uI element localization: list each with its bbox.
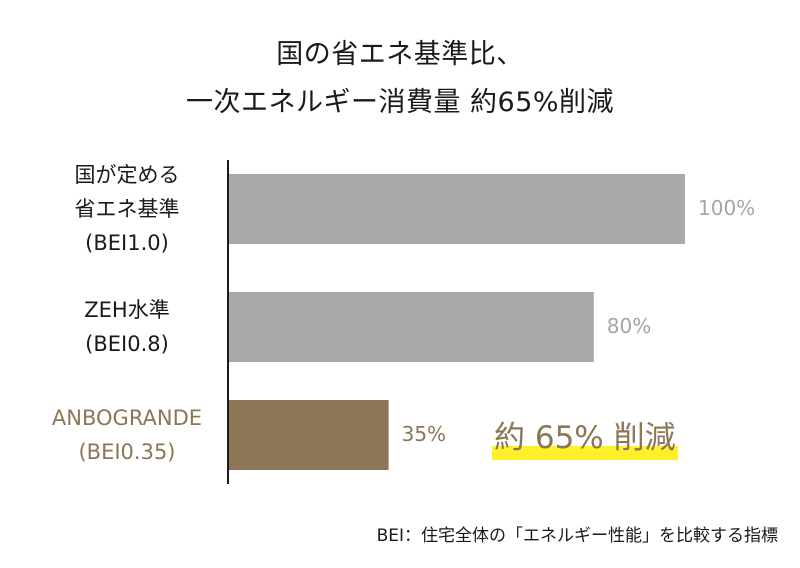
category-label-1-line-1: (BEI0.8) [85, 332, 169, 356]
value-label-0: 100% [698, 196, 756, 220]
category-label-2-line-1: (BEI0.35) [78, 440, 176, 464]
category-label-0: 国が定める省エネ基準 (BEI1.0) [32, 158, 222, 260]
chart-title-line-1: 国の省エネ基準比、 [276, 39, 524, 70]
callout-text: 約 65% 削減 [494, 420, 676, 456]
category-label-0-line-2: (BEI1.0) [85, 231, 169, 255]
category-label-2-line-0: ANBOGRANDE [51, 406, 203, 430]
footnote: BEI：住宅全体の「エネルギー性能」を比較する指標 [376, 526, 778, 546]
bar-0 [229, 174, 685, 244]
bar-1 [229, 292, 594, 362]
category-label-1: ZEH水準 (BEI0.8) [32, 293, 222, 361]
chart-title-line-2: 一次エネルギー消費量 約65%削減 [185, 87, 615, 118]
category-label-1-line-0: ZEH水準 [84, 298, 170, 322]
value-label-1: 80% [606, 314, 652, 338]
category-label-0-line-0: 国が定める [74, 163, 180, 187]
category-label-2: ANBOGRANDE (BEI0.35) [32, 401, 222, 469]
category-label-0-line-1: 省エネ基準 [74, 197, 180, 221]
reduction-callout: 約 65% 削減 [492, 418, 678, 460]
value-label-2: 35% [401, 422, 447, 446]
bar-2 [229, 400, 389, 470]
